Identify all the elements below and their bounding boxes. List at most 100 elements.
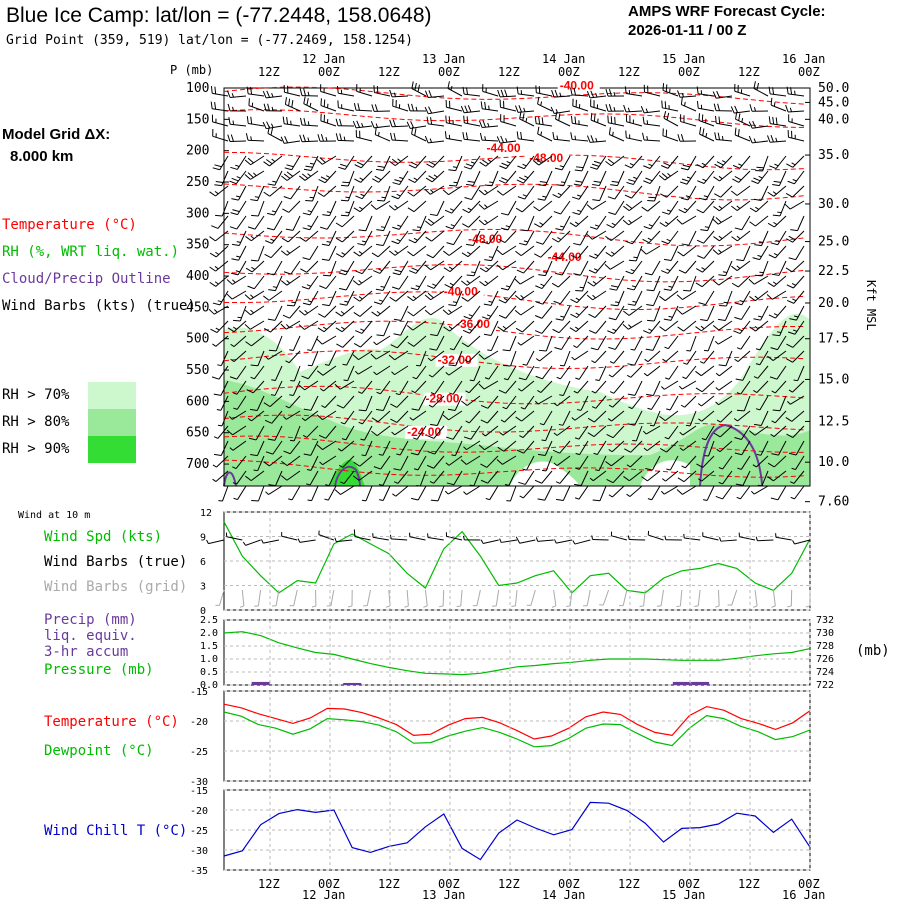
wind-barb xyxy=(789,305,805,321)
barb-staff xyxy=(523,260,535,274)
wind-barb xyxy=(606,470,625,484)
wind-barb xyxy=(553,200,571,215)
wind-barb xyxy=(770,335,787,351)
barb-flag xyxy=(226,279,233,285)
barb-flag xyxy=(713,206,720,212)
barb-half-flag xyxy=(594,224,600,227)
barb-flag xyxy=(519,242,527,246)
barb-flag xyxy=(373,301,382,305)
barb-half-flag xyxy=(271,379,276,382)
wind-barb xyxy=(703,485,715,501)
barb-flag xyxy=(575,180,583,183)
barb-staff xyxy=(417,440,427,456)
barb-half-flag xyxy=(416,364,421,367)
wind-barb xyxy=(460,105,481,114)
wind-barb xyxy=(791,455,805,471)
wind-barb xyxy=(244,290,265,300)
wind-barb xyxy=(696,230,715,244)
barb-staff xyxy=(649,155,661,169)
barb-flag xyxy=(501,212,509,216)
wind-barb xyxy=(680,114,697,127)
barb-flag xyxy=(646,289,654,292)
barb-flag xyxy=(786,284,794,289)
wind-barb xyxy=(355,320,373,334)
wind-barb xyxy=(772,200,787,217)
wind-barb xyxy=(622,215,643,226)
surface-wind-barb xyxy=(226,532,243,541)
barb-half-flag xyxy=(715,401,719,406)
barb-flag xyxy=(732,178,740,183)
barb-flag xyxy=(754,274,763,277)
barb-flag xyxy=(569,222,577,228)
isotherm-label: -40.00 xyxy=(560,78,594,92)
barb-half-flag xyxy=(429,481,434,484)
barb-flag xyxy=(627,393,636,396)
wind-barb xyxy=(623,470,643,482)
barb-staff xyxy=(772,350,787,361)
barb-staff xyxy=(572,105,589,112)
barb-flag xyxy=(498,238,506,244)
barb-staff xyxy=(611,245,625,257)
barb-staff xyxy=(221,170,229,186)
barb-half-flag xyxy=(358,391,363,394)
barb-half-flag xyxy=(307,173,312,177)
wind-barb xyxy=(374,127,391,142)
barb-staff xyxy=(285,320,301,330)
barb-half-flag xyxy=(557,237,562,241)
legend-rh90: RH > 90% xyxy=(2,441,70,457)
wind-barb xyxy=(770,97,787,112)
barb-half-flag xyxy=(378,299,384,302)
barb-half-flag xyxy=(504,484,510,486)
barb-flag xyxy=(375,168,384,172)
barb-half-flag xyxy=(253,469,258,472)
barb-staff xyxy=(281,535,298,541)
barb-half-flag xyxy=(217,300,222,303)
barb-half-flag xyxy=(450,208,455,211)
barb-staff xyxy=(722,455,733,470)
wind-barb xyxy=(676,305,697,315)
barb-staff xyxy=(614,200,625,215)
barb-staff xyxy=(667,335,679,350)
barb-half-flag xyxy=(537,390,542,393)
wind-barb xyxy=(335,305,355,317)
surface-wind-barb xyxy=(719,537,737,542)
barb-flag xyxy=(695,268,703,273)
wind-barb xyxy=(663,245,679,261)
surface-grid-barb xyxy=(456,589,463,608)
wind-barb xyxy=(226,90,247,98)
barb-half-flag xyxy=(239,605,245,608)
barb-flag xyxy=(498,389,506,394)
barb-flag xyxy=(611,180,619,183)
wind-barb xyxy=(734,290,751,306)
wind-barb xyxy=(753,380,769,393)
wind-barb xyxy=(787,129,805,142)
wind-barb xyxy=(267,305,283,321)
barb-staff xyxy=(666,185,679,198)
wind-barb xyxy=(680,185,697,201)
time-tick-label: 12Z xyxy=(738,65,760,79)
barb-half-flag xyxy=(792,540,795,545)
barb-staff xyxy=(380,380,391,395)
barb-staff xyxy=(701,380,715,393)
barb-staff xyxy=(644,139,661,142)
barb-flag xyxy=(538,184,546,187)
barb-staff xyxy=(789,200,805,210)
barb-half-flag xyxy=(465,420,470,424)
barb-staff xyxy=(595,380,607,394)
barb-half-flag xyxy=(774,163,779,167)
surface-wind-barb xyxy=(499,538,518,543)
barb-flag xyxy=(281,460,288,467)
barb-flag xyxy=(573,273,581,276)
wind-barb xyxy=(645,335,661,351)
barb-flag xyxy=(645,177,653,182)
barb-half-flag xyxy=(416,226,422,228)
wind-barb xyxy=(572,98,589,112)
barb-flag xyxy=(624,164,632,169)
barb-half-flag xyxy=(573,390,578,394)
wind-barb xyxy=(212,335,229,347)
barb-staff xyxy=(466,275,481,286)
barb-staff xyxy=(772,290,787,300)
surface-wind-barb xyxy=(281,532,298,541)
barb-staff xyxy=(392,105,409,112)
barb-staff xyxy=(365,215,373,231)
